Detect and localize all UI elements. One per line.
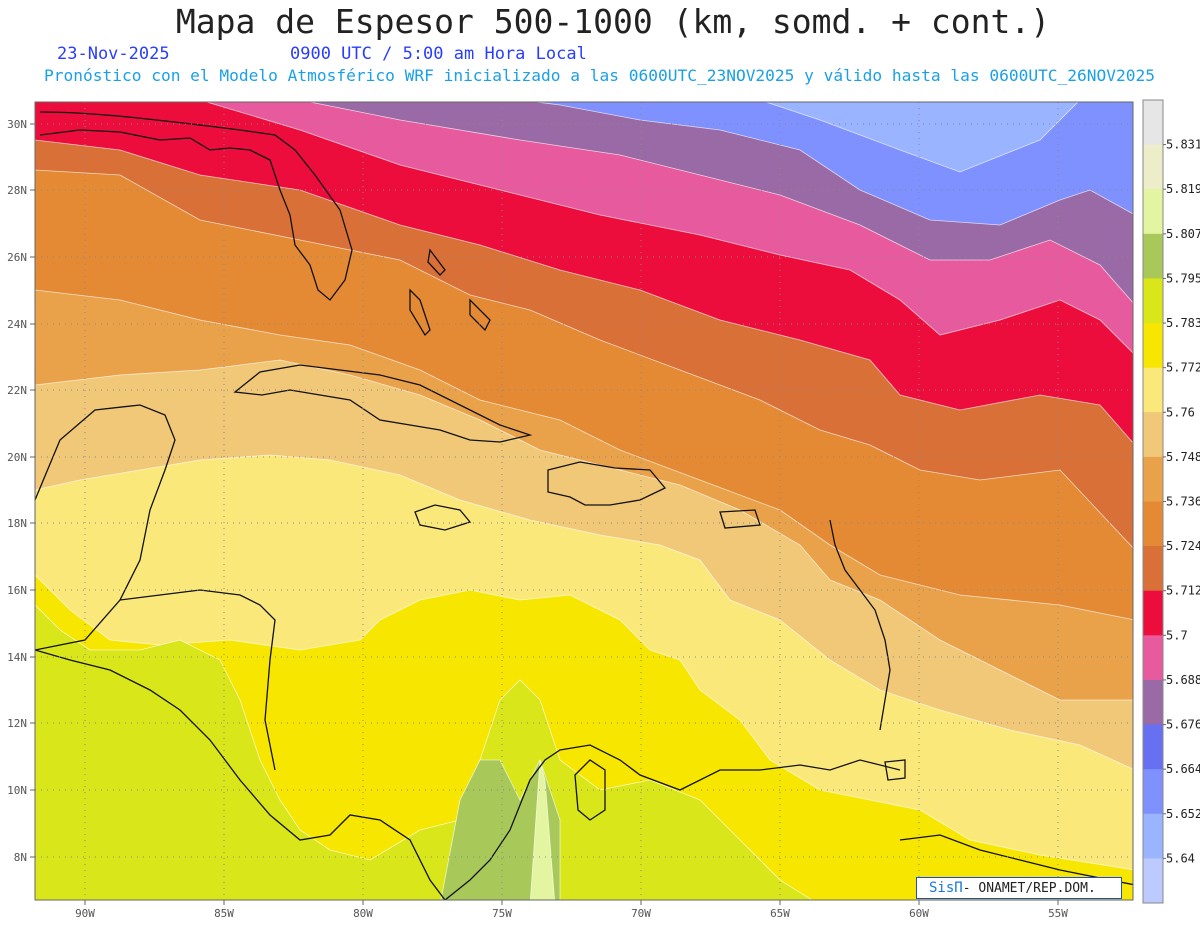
coast-lesser-antilles (829, 519, 891, 731)
colorbar-label: 5.652 (1166, 807, 1200, 821)
colorbar-swatch (1143, 189, 1163, 235)
colorbar-swatch (1143, 278, 1163, 324)
coast-central-america (35, 649, 446, 900)
colorbar-label: 5.64 (1166, 851, 1195, 865)
coast-colombia-venezuela (444, 744, 901, 900)
colorbar-swatch (1143, 635, 1163, 681)
coast-jamaica (414, 504, 472, 531)
coast-cuba (233, 364, 533, 443)
coastlines (35, 111, 1133, 900)
lat-lon-grid (35, 102, 1133, 900)
lon-label: 90W (75, 907, 95, 920)
lon-label: 70W (631, 907, 651, 920)
lat-label: 10N (7, 784, 27, 797)
colorbar-label: 5.7 (1166, 628, 1188, 642)
model-description: Pronóstico con el Modelo Atmosférico WRF… (44, 66, 1156, 85)
coast-bahamas-1 (409, 288, 431, 337)
colorbar-swatch (1143, 144, 1163, 190)
colorbar-label: 5.807 (1166, 227, 1200, 241)
colorbar-swatch (1143, 100, 1163, 146)
band-5.807 (529, 759, 556, 900)
colorbar-label: 5.712 (1166, 584, 1200, 598)
coast-hispaniola (547, 461, 667, 506)
coast-maracaibo (574, 759, 606, 821)
lon-label: 75W (492, 907, 512, 920)
colorbar-swatch (1143, 456, 1163, 502)
coast-bahamas-3 (469, 298, 491, 332)
lon-label: 80W (353, 907, 373, 920)
colorbar-label: 5.664 (1166, 762, 1200, 776)
forecast-date: 23-Nov-2025 (57, 44, 170, 64)
colorbar-label: 5.819 (1166, 182, 1200, 196)
coast-puerto-rico (719, 509, 761, 529)
colorbar-swatch (1143, 233, 1163, 279)
map-frame (34, 101, 1134, 901)
colorbar-label: 5.772 (1166, 361, 1200, 375)
credit-box: SisΠ- ONAMET/REP.DOM. (916, 877, 1122, 899)
colorbar-label: 5.795 (1166, 271, 1200, 285)
colorbar-label: 5.783 (1166, 316, 1200, 330)
colorbar-swatch (1143, 858, 1163, 904)
colorbar-swatch (1143, 501, 1163, 547)
latitude-labels: 30N 28N 26N 24N 22N 20N 18N 16N 14N 12N 10N 8N (7, 118, 35, 864)
lon-label: 55W (1048, 907, 1068, 920)
longitude-labels: 90W 85W 80W 75W 70W 65W 60W 55W (75, 900, 1068, 920)
colorbar-swatch (1143, 769, 1163, 815)
lon-label: 85W (214, 907, 234, 920)
colorbar-swatch (1143, 323, 1163, 369)
lat-label: 20N (7, 451, 27, 464)
thickness-bands (35, 102, 1133, 900)
forecast-time: 0900 UTC / 5:00 am Hora Local (290, 44, 587, 64)
colorbar-swatch (1143, 367, 1163, 413)
sispi-logo-text: SisΠ (929, 880, 963, 896)
coast-honduras-coast (119, 589, 276, 771)
map-title: Mapa de Espesor 500-1000 (km, somd. + co… (175, 2, 1051, 41)
lat-label: 26N (7, 251, 27, 264)
lat-label: 28N (7, 184, 27, 197)
credit-org: - ONAMET/REP.DOM. (962, 881, 1096, 896)
lat-label: 12N (7, 717, 27, 730)
colorbar-label: 5.676 (1166, 718, 1200, 732)
lon-label: 60W (909, 907, 929, 920)
colorbar-swatch (1143, 546, 1163, 592)
colorbar-swatch (1143, 679, 1163, 726)
lat-label: 18N (7, 517, 27, 530)
colorbar-label: 5.831 (1166, 138, 1200, 152)
coast-yucatan (35, 404, 176, 651)
colorbar-swatch (1143, 590, 1163, 636)
colorbar-label: 5.76 (1166, 405, 1195, 419)
colorbar-label: 5.688 (1166, 673, 1200, 687)
colorbar-label: 5.724 (1166, 539, 1200, 553)
lat-label: 8N (14, 851, 27, 864)
lat-label: 14N (7, 651, 27, 664)
lat-label: 24N (7, 318, 27, 331)
lat-label: 16N (7, 584, 27, 597)
colorbar-label: 5.736 (1166, 495, 1200, 509)
colorbar-swatch (1143, 724, 1163, 770)
lon-label: 65W (770, 907, 790, 920)
lat-label: 22N (7, 384, 27, 397)
band-5.795 (440, 758, 561, 900)
coast-trinidad (884, 759, 906, 781)
colorbar-swatch (1143, 813, 1163, 859)
lat-label: 30N (7, 118, 27, 131)
colorbar-swatch (1143, 412, 1163, 458)
coast-bahamas-2 (427, 248, 446, 276)
coast-florida (39, 111, 353, 301)
colorbar-label: 5.748 (1166, 450, 1200, 464)
colorbar: 5.831 5.819 5.807 5.795 5.783 5.772 5.76 5.748 5… (1142, 99, 1200, 904)
band-5.783 (35, 604, 813, 900)
